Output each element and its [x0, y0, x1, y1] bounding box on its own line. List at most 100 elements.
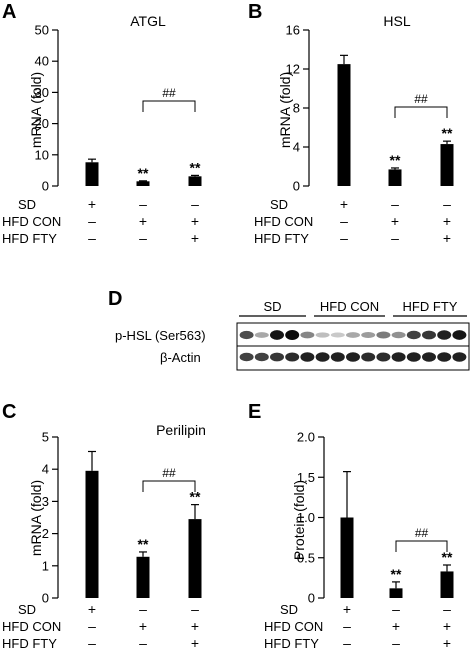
blot-band — [254, 352, 269, 362]
y-tick-label: 20 — [35, 116, 49, 131]
y-tick-label: 0 — [308, 591, 315, 606]
y-tick-label: 1 — [42, 558, 49, 573]
blot-band — [422, 330, 436, 340]
condition-symbol: + — [443, 230, 451, 246]
bar — [188, 519, 202, 598]
condition-symbol: + — [88, 601, 96, 617]
blot-band — [300, 331, 315, 339]
y-tick-label: 30 — [35, 85, 49, 100]
blot-group-label: HFD FTY — [403, 299, 458, 314]
condition-symbol: – — [88, 635, 96, 651]
western-blot: D SD HFD CON HFD FTY p-HSL (Ser563) β-Acti… — [108, 288, 470, 371]
panel-label-d: D — [108, 288, 122, 310]
condition-symbol: + — [139, 618, 147, 634]
condition-label: HFD CON — [264, 619, 323, 634]
panel-label-b: B — [248, 1, 262, 23]
bar — [440, 571, 454, 598]
chart-protein: E Protein (fold) 0 0.5 1.0 1.5 2.0 ** ** ## SD… — [248, 401, 454, 651]
condition-label: HFD FTY — [264, 636, 319, 651]
blot-band — [452, 352, 467, 362]
condition-label: HFD FTY — [2, 231, 57, 246]
condition-label: HFD FTY — [254, 231, 309, 246]
blot-band — [376, 352, 391, 362]
condition-symbol: – — [139, 601, 147, 617]
condition-symbol: – — [139, 635, 147, 651]
y-tick-label: 0 — [293, 179, 300, 194]
blot-band — [452, 330, 467, 340]
y-tick-label: 10 — [35, 147, 49, 162]
condition-symbol: + — [139, 213, 147, 229]
condition-symbol: – — [191, 196, 199, 212]
condition-symbol: + — [191, 230, 199, 246]
chart-atgl: A ATGL mRNA (fold) 0 10 20 30 40 50 ** ** ## SD… — [2, 1, 202, 246]
y-tick-label: 4 — [42, 462, 49, 477]
bar — [136, 556, 150, 598]
bar — [337, 64, 351, 186]
blot-band — [391, 331, 406, 339]
bar — [388, 169, 402, 186]
blot-group-label: SD — [263, 299, 281, 314]
blot-band — [406, 330, 421, 340]
y-tick-label: 1.0 — [297, 510, 315, 525]
blot-band — [315, 332, 330, 338]
panel-label-c: C — [2, 401, 16, 423]
bar — [85, 162, 99, 186]
y-axis-label: mRNA (fold) — [28, 72, 44, 148]
condition-symbol: + — [392, 618, 400, 634]
condition-label: HFD CON — [2, 214, 61, 229]
significance-mark: ** — [190, 489, 201, 505]
condition-symbol: + — [191, 213, 199, 229]
y-tick-label: 12 — [286, 62, 300, 77]
blot-band — [406, 352, 421, 362]
condition-label: SD — [270, 197, 288, 212]
blot-band — [254, 332, 269, 338]
bar — [389, 588, 403, 598]
condition-label: SD — [18, 197, 36, 212]
chart-title: HSL — [383, 13, 410, 29]
bar — [188, 176, 202, 186]
condition-symbol: – — [340, 213, 348, 229]
significance-mark: ** — [190, 159, 201, 175]
blot-band — [346, 352, 360, 362]
significance-mark: ** — [390, 152, 401, 168]
condition-symbol: – — [443, 196, 451, 212]
significance-mark: ** — [391, 566, 402, 582]
blot-band — [270, 330, 284, 340]
comparison-mark: ## — [162, 466, 176, 480]
blot-band — [239, 352, 254, 362]
condition-symbol: – — [392, 601, 400, 617]
condition-symbol: – — [392, 635, 400, 651]
blot-band — [391, 352, 406, 362]
chart-perilipin: C Perilipin mRNA (fold) 0 1 2 3 4 5 ** ** ## SD… — [2, 401, 206, 651]
bar — [440, 144, 454, 186]
significance-mark: ** — [442, 125, 453, 141]
condition-symbol: + — [88, 196, 96, 212]
condition-symbol: + — [191, 618, 199, 634]
condition-symbol: – — [443, 601, 451, 617]
condition-symbol: + — [343, 601, 351, 617]
panel-label-e: E — [248, 401, 261, 423]
comparison-mark: ## — [162, 86, 176, 100]
blot-band — [346, 332, 360, 338]
bar — [340, 517, 354, 598]
condition-label: HFD CON — [254, 214, 313, 229]
condition-symbol: – — [391, 230, 399, 246]
blot-band — [239, 330, 254, 340]
condition-symbol: + — [191, 635, 199, 651]
condition-symbol: – — [391, 196, 399, 212]
condition-symbol: + — [391, 213, 399, 229]
condition-symbol: + — [443, 618, 451, 634]
blot-row-label: β-Actin — [160, 350, 201, 365]
blot-band — [285, 330, 300, 340]
condition-symbol: – — [191, 601, 199, 617]
blot-band — [300, 352, 315, 362]
condition-symbol: + — [340, 196, 348, 212]
condition-symbol: – — [340, 230, 348, 246]
condition-symbol: – — [139, 230, 147, 246]
blot-row-label: p-HSL (Ser563) — [115, 328, 206, 343]
y-tick-label: 40 — [35, 54, 49, 69]
y-axis-label: mRNA (fold) — [277, 72, 293, 148]
blot-band — [315, 352, 330, 362]
blot-band — [330, 352, 345, 362]
